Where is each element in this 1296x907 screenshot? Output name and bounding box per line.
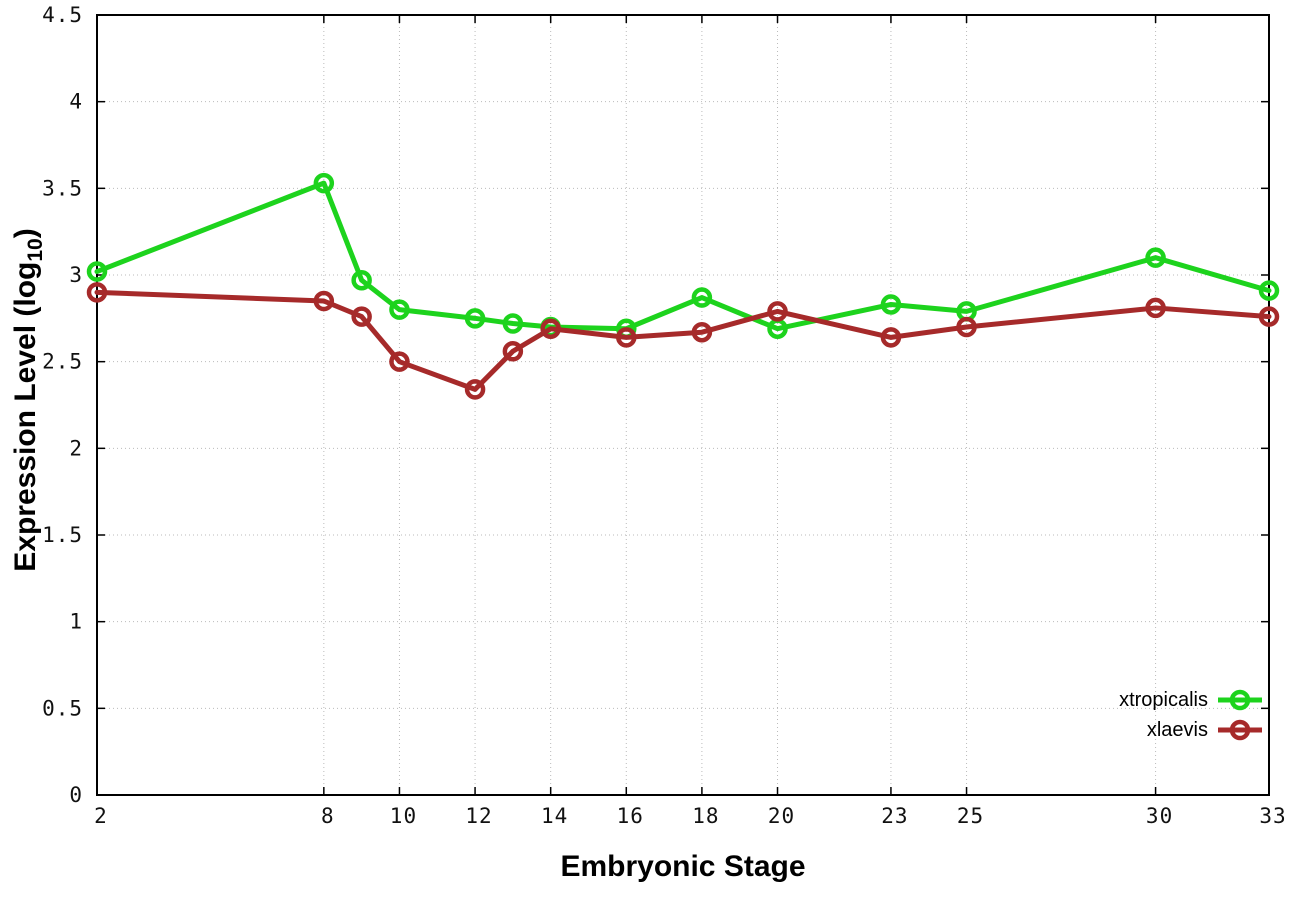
data-point-xtropicalis-stage-18 xyxy=(691,287,713,308)
y-axis-title: Expression Level (log10) xyxy=(9,140,47,660)
y-tick-label: 0 xyxy=(69,783,83,807)
x-tick-label: 25 xyxy=(957,804,984,828)
x-axis-title: Embryonic Stage xyxy=(560,850,806,883)
y-axis-title-close: ) xyxy=(9,228,42,239)
data-point-xtropicalis-stage-8 xyxy=(313,172,335,194)
y-tick-label: 1.5 xyxy=(42,523,83,547)
y-axis-title-text: Expression Level (log xyxy=(9,261,42,572)
data-point-xlaevis-stage-23 xyxy=(880,327,902,348)
x-tick-label: 23 xyxy=(881,804,908,828)
x-tick-label: 30 xyxy=(1146,804,1173,828)
data-point-xlaevis-stage-33 xyxy=(1258,306,1280,327)
legend-item-xlaevis: xlaevis xyxy=(1119,716,1262,744)
data-point-xlaevis-stage-10 xyxy=(389,351,410,372)
legend-line-marker-icon xyxy=(1218,719,1262,741)
legend-label-xlaevis: xlaevis xyxy=(1146,718,1208,741)
data-point-xlaevis-stage-12 xyxy=(464,379,486,400)
data-point-xtropicalis-stage-13 xyxy=(502,313,524,334)
x-tick-label: 10 xyxy=(390,804,417,828)
data-point-xlaevis-stage-18 xyxy=(691,321,713,343)
x-tick-label: 8 xyxy=(321,804,335,828)
data-point-xtropicalis-stage-23 xyxy=(880,294,902,315)
y-tick-label: 0.5 xyxy=(42,696,83,720)
x-tick-label: 18 xyxy=(692,804,719,828)
y-tick-label: 4.5 xyxy=(42,3,83,27)
data-point-xtropicalis-stage-33 xyxy=(1258,280,1280,301)
y-tick-label: 3 xyxy=(69,263,83,287)
data-point-xlaevis-stage-20 xyxy=(767,301,788,322)
x-tick-label: 2 xyxy=(94,804,108,828)
data-point-xlaevis-stage-13 xyxy=(502,341,524,362)
data-point-xlaevis-stage-25 xyxy=(956,316,977,338)
plot-border xyxy=(96,14,1270,796)
legend-item-xtropicalis: xtropicalis xyxy=(1119,686,1262,714)
data-point-xtropicalis-stage-2 xyxy=(86,261,108,282)
data-point-xlaevis-stage-14 xyxy=(540,318,561,339)
legend-label-xtropicalis: xtropicalis xyxy=(1119,688,1208,711)
data-point-xlaevis-stage-9 xyxy=(351,306,372,327)
x-tick-label: 16 xyxy=(617,804,644,828)
data-point-xtropicalis-stage-9 xyxy=(351,269,372,291)
y-tick-label: 2.5 xyxy=(42,350,83,374)
data-point-xtropicalis-stage-10 xyxy=(389,299,410,320)
y-tick-label: 2 xyxy=(69,436,83,460)
data-point-xlaevis-stage-16 xyxy=(616,327,637,348)
data-point-xtropicalis-stage-30 xyxy=(1145,247,1166,268)
data-point-xtropicalis-stage-12 xyxy=(464,308,486,329)
x-tick-label: 33 xyxy=(1259,804,1286,828)
legend: xtropicalis xlaevis xyxy=(1119,686,1262,744)
series-line-xtropicalis xyxy=(94,180,1272,332)
data-point-xlaevis-stage-30 xyxy=(1145,297,1166,319)
y-tick-label: 4 xyxy=(69,90,83,114)
y-axis-title-subscript: 10 xyxy=(24,238,47,262)
data-point-xlaevis-stage-2 xyxy=(86,282,108,303)
x-tick-label: 12 xyxy=(465,804,492,828)
x-tick-label: 14 xyxy=(541,804,568,828)
legend-line-marker-icon xyxy=(1218,689,1262,711)
x-tick-label: 20 xyxy=(768,804,795,828)
y-tick-label: 1 xyxy=(69,610,83,634)
y-tick-label: 3.5 xyxy=(42,176,83,200)
data-point-xlaevis-stage-8 xyxy=(313,290,335,312)
